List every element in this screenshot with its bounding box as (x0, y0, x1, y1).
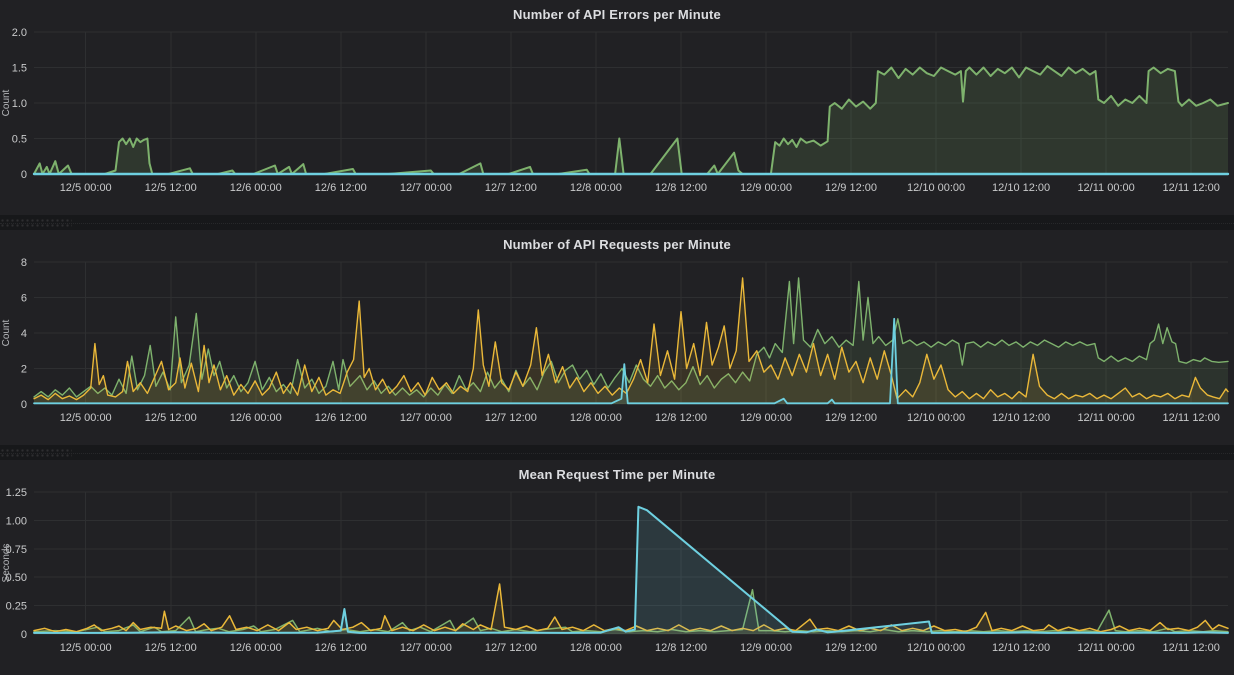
y-tick-label: 1.5 (12, 63, 27, 75)
x-tick-label: 12/8 12:00 (655, 642, 707, 654)
y-tick-label: 1.0 (12, 98, 27, 110)
y-tick-label: 2.0 (12, 28, 27, 39)
panel-title-mean-request-time[interactable]: Mean Request Time per Minute (518, 467, 716, 482)
panel-mean-request-time: Mean Request Time per Minute 0 0.25 0.50 0.… (0, 460, 1234, 675)
panel-title-api-requests[interactable]: Number of API Requests per Minute (503, 237, 731, 252)
x-tick-label: 12/5 00:00 (60, 412, 112, 424)
x-tick-label: 12/11 12:00 (1163, 642, 1220, 654)
chart-mean-request-time[interactable]: 0 0.25 0.50 0.75 1.00 1.25 12/5 00:00 12/5 12:0… (0, 488, 1234, 660)
y-tick-label: 6 (21, 293, 27, 305)
y-tick-label: 0.5 (12, 134, 27, 146)
x-tick-label: 12/6 12:00 (315, 182, 367, 194)
chart-api-requests[interactable]: 0 2 4 6 8 12/5 00:00 12/5 12:00 12/6 00:00 12/6 … (0, 258, 1234, 430)
y-tick-label: 0 (21, 399, 27, 411)
y-tick-label: 0.75 (6, 544, 27, 556)
series-fill-yellow-series (34, 278, 1228, 404)
x-tick-label: 12/7 12:00 (485, 182, 537, 194)
x-tick-label: 12/6 00:00 (230, 642, 282, 654)
series-fill-green-series (34, 66, 1228, 174)
series-line-yellow-series (33, 277, 1229, 401)
x-tick-label: 12/11 00:00 (1077, 412, 1134, 424)
x-tick-label: 12/10 12:00 (992, 412, 1050, 424)
y-tick-label: 0 (21, 169, 27, 181)
y-tick-label: 0.50 (6, 572, 27, 584)
y-tick-label: 0 (21, 629, 27, 641)
x-tick-label: 12/10 00:00 (907, 412, 965, 424)
panel-title-api-errors[interactable]: Number of API Errors per Minute (513, 7, 721, 22)
x-tick-label: 12/5 00:00 (60, 182, 112, 194)
series-fill-yellow-series (34, 584, 1228, 634)
x-tick-label: 12/8 12:00 (655, 182, 707, 194)
series-fill-blue-series (34, 506, 1228, 634)
panel-divider (0, 453, 1234, 454)
x-tick-label: 12/6 00:00 (230, 412, 282, 424)
x-tick-label: 12/11 12:00 (1163, 412, 1220, 424)
y-tick-label: 1.00 (6, 515, 27, 527)
x-tick-label: 12/9 00:00 (740, 642, 792, 654)
x-tick-label: 12/10 00:00 (907, 642, 965, 654)
y-tick-label: 1.25 (6, 488, 27, 499)
x-tick-label: 12/11 00:00 (1077, 642, 1134, 654)
x-tick-label: 12/5 12:00 (145, 642, 197, 654)
x-tick-label: 12/9 12:00 (825, 412, 877, 424)
x-tick-label: 12/10 12:00 (992, 642, 1050, 654)
chart-api-errors[interactable]: 0 0.5 1.0 1.5 2.0 12/5 00:00 12/5 12:00 12/6 00… (0, 28, 1234, 200)
x-tick-label: 12/9 12:00 (825, 182, 877, 194)
y-tick-label: 2 (21, 364, 27, 376)
x-tick-label: 12/8 00:00 (570, 642, 622, 654)
series-fill-green-series (34, 278, 1228, 404)
x-tick-label: 12/7 12:00 (485, 412, 537, 424)
x-tick-label: 12/7 00:00 (400, 642, 452, 654)
x-tick-label: 12/7 12:00 (485, 642, 537, 654)
panel-divider (0, 223, 1234, 224)
x-tick-label: 12/9 00:00 (740, 412, 792, 424)
series-line-yellow-series (33, 583, 1229, 633)
x-tick-label: 12/10 12:00 (992, 182, 1050, 194)
y-tick-label: 4 (21, 328, 27, 340)
x-tick-label: 12/9 12:00 (825, 642, 877, 654)
panel-api-requests: Number of API Requests per Minute 0 2 4 6 8 1… (0, 230, 1234, 445)
y-axis-label: Count (1, 89, 12, 116)
x-tick-label: 12/5 00:00 (60, 642, 112, 654)
y-axis-label: Seconds (1, 544, 12, 583)
x-tick-label: 12/9 00:00 (740, 182, 792, 194)
x-tick-label: 12/7 00:00 (400, 182, 452, 194)
y-axis-label: Count (1, 319, 12, 346)
x-tick-label: 12/8 00:00 (570, 182, 622, 194)
series-line-blue-series (33, 505, 1229, 634)
x-tick-label: 12/5 12:00 (145, 182, 197, 194)
x-tick-label: 12/8 12:00 (655, 412, 707, 424)
x-tick-label: 12/7 00:00 (400, 412, 452, 424)
panel-resize-handle[interactable] (0, 215, 1234, 230)
x-tick-label: 12/6 12:00 (315, 642, 367, 654)
x-tick-label: 12/11 00:00 (1077, 182, 1134, 194)
x-tick-label: 12/5 12:00 (145, 412, 197, 424)
x-tick-label: 12/8 00:00 (570, 412, 622, 424)
y-tick-label: 8 (21, 258, 27, 269)
x-tick-label: 12/6 12:00 (315, 412, 367, 424)
x-tick-label: 12/10 00:00 (907, 182, 965, 194)
panel-resize-handle[interactable] (0, 445, 1234, 460)
series-line-blue-series (33, 317, 1229, 405)
x-tick-label: 12/6 00:00 (230, 182, 282, 194)
panel-api-errors: Number of API Errors per Minute 0 0.5 1.0 1… (0, 0, 1234, 215)
y-tick-label: 0.25 (6, 601, 27, 613)
x-tick-label: 12/11 12:00 (1163, 182, 1220, 194)
series-line-green-series (33, 277, 1229, 398)
